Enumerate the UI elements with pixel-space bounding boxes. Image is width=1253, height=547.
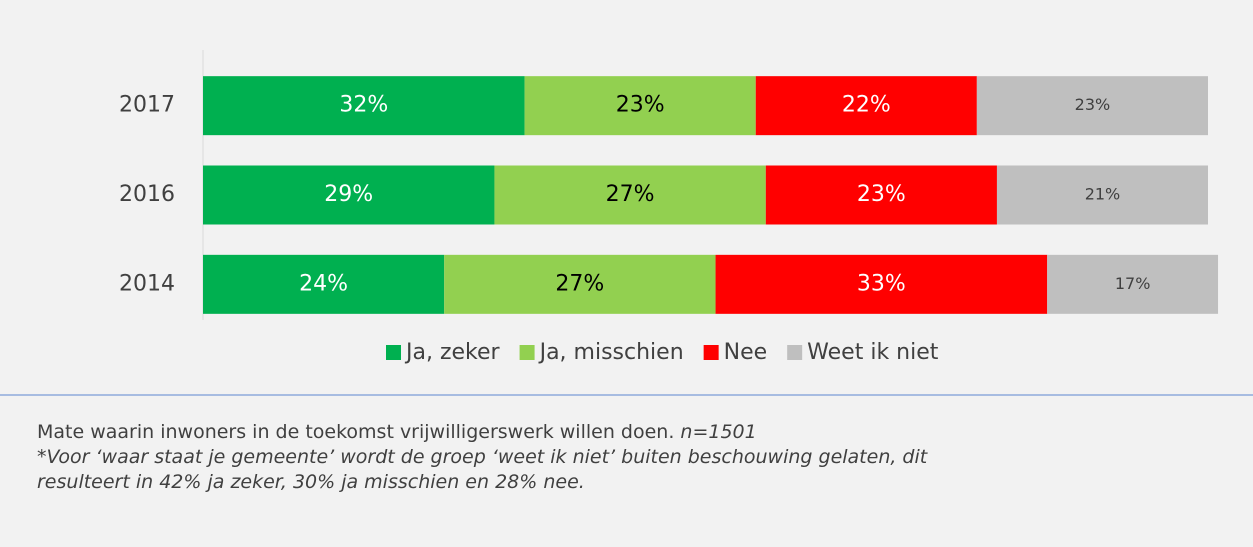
category-label: 2017 xyxy=(119,93,175,118)
value-label: 27% xyxy=(555,271,604,296)
value-label: 32% xyxy=(339,93,388,118)
footnote: resulteert in 42% ja zeker, 30% ja missc… xyxy=(37,471,585,493)
value-label: 24% xyxy=(299,271,348,296)
legend-swatch xyxy=(519,345,535,360)
caption-line: Mate waarin inwoners in de toekomst vrij… xyxy=(37,420,1227,445)
legend-label: Ja, misschien xyxy=(538,340,684,365)
category-label: 2016 xyxy=(119,182,175,207)
legend-swatch xyxy=(703,345,719,360)
category-label: 2014 xyxy=(119,271,175,296)
bar-segment xyxy=(1047,254,1219,314)
caption: Mate waarin inwoners in de toekomst vrij… xyxy=(37,420,1227,495)
legend-swatch xyxy=(386,345,401,360)
legend-swatch xyxy=(787,345,803,360)
bar-segment xyxy=(976,76,1208,136)
bar-segment xyxy=(494,165,766,225)
legend-label: Weet ik niet xyxy=(807,340,939,365)
value-label: 17% xyxy=(1115,274,1151,293)
value-label: 33% xyxy=(857,271,906,296)
value-label: 23% xyxy=(1075,95,1111,114)
footnote-line: *Voor ‘waar staat je gemeente’ wordt de … xyxy=(37,445,1227,470)
bar-segment xyxy=(996,165,1208,225)
bar-segment xyxy=(203,254,445,314)
bar-segment xyxy=(765,165,997,225)
bar-segment xyxy=(444,254,716,314)
value-label: 27% xyxy=(606,182,655,207)
bar-segment xyxy=(203,165,495,225)
value-label: 21% xyxy=(1085,185,1121,204)
legend-label: Nee xyxy=(724,340,768,365)
bar-segment xyxy=(203,76,525,136)
bar-segment xyxy=(715,254,1048,314)
value-label: 23% xyxy=(857,182,906,207)
value-label: 22% xyxy=(842,93,891,118)
caption-text: Mate waarin inwoners in de toekomst vrij… xyxy=(37,421,675,443)
sample-size: n=1501 xyxy=(680,421,757,443)
footnote-line: resulteert in 42% ja zeker, 30% ja missc… xyxy=(37,470,1227,495)
value-label: 29% xyxy=(324,182,373,207)
bar-segment xyxy=(755,76,977,136)
bar-segment xyxy=(524,76,756,136)
legend-label: Ja, zeker xyxy=(404,340,501,365)
value-label: 23% xyxy=(616,93,665,118)
footnote: *Voor ‘waar staat je gemeente’ wordt de … xyxy=(37,446,928,468)
